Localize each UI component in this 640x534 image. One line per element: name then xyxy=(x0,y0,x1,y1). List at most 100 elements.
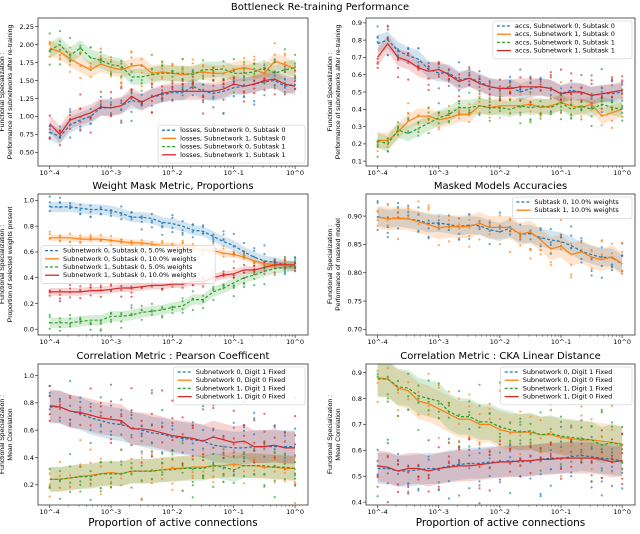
scatter-point xyxy=(417,222,420,226)
scatter-point xyxy=(99,460,102,463)
scatter-point xyxy=(539,447,542,450)
scatter-point xyxy=(150,78,153,81)
scatter-point xyxy=(427,83,430,86)
scatter-point xyxy=(120,238,123,241)
scatter-point xyxy=(427,111,430,114)
scatter-point xyxy=(140,450,143,453)
scatter-point xyxy=(509,456,512,459)
scatter-point xyxy=(386,226,389,229)
scatter-point xyxy=(570,444,573,447)
scatter-point xyxy=(263,485,266,488)
scatter-point xyxy=(529,415,532,418)
scatter-point xyxy=(488,80,491,83)
scatter-point xyxy=(69,284,72,287)
scatter-point xyxy=(294,64,297,67)
scatter-point xyxy=(386,375,389,378)
scatter-point xyxy=(191,480,194,484)
scatter-point xyxy=(539,78,542,81)
scatter-point xyxy=(437,122,440,125)
scatter-point xyxy=(232,95,235,98)
scatter-point xyxy=(610,84,614,87)
scatter-point xyxy=(130,291,133,294)
scatter-point xyxy=(427,474,430,477)
scatter-point xyxy=(161,64,164,67)
scatter-point xyxy=(150,241,153,244)
x-tick-label: 10^0 xyxy=(613,338,631,346)
scatter-point xyxy=(539,228,542,231)
scatter-point xyxy=(437,87,440,90)
scatter-point xyxy=(48,472,51,475)
scatter-point xyxy=(396,452,400,456)
scatter-point xyxy=(559,111,563,115)
scatter-point xyxy=(273,42,276,45)
scatter-point xyxy=(120,311,123,315)
scatter-point xyxy=(478,502,481,505)
scatter-point xyxy=(191,454,194,458)
scatter-point xyxy=(600,96,603,99)
scatter-point xyxy=(600,429,603,432)
scatter-point xyxy=(58,297,62,300)
scatter-point xyxy=(549,74,552,77)
scatter-point xyxy=(559,425,563,428)
y-tick-label: 0.4 xyxy=(352,106,362,114)
y-axis-label: Mean Correlation xyxy=(7,408,14,460)
scatter-point xyxy=(468,487,471,490)
y-tick-label: 0.90 xyxy=(348,212,362,220)
scatter-point xyxy=(89,131,92,134)
axes-frame xyxy=(365,193,636,336)
scatter-point xyxy=(437,73,440,76)
scatter-point xyxy=(549,430,552,434)
scatter-point xyxy=(222,480,225,483)
scatter-point xyxy=(468,235,471,238)
scatter-point xyxy=(79,203,82,206)
scatter-point xyxy=(120,205,123,208)
series-line-2 xyxy=(377,101,623,141)
scatter-point xyxy=(590,267,593,270)
scatter-point xyxy=(417,68,420,71)
scatter-point xyxy=(202,300,205,303)
y-tick-label: 0.6 xyxy=(24,427,34,435)
scatter-point xyxy=(79,107,82,110)
scatter-point xyxy=(263,430,266,433)
scatter-point xyxy=(427,476,430,479)
scatter-point xyxy=(621,92,624,95)
scatter-point xyxy=(48,114,51,117)
scatter-point xyxy=(232,426,235,429)
scatter-point xyxy=(150,309,153,312)
scatter-point xyxy=(171,98,174,101)
scatter-point xyxy=(242,424,246,427)
scatter-point xyxy=(529,454,532,457)
scatter-point xyxy=(181,286,184,289)
scatter-point xyxy=(140,82,143,85)
scatter-point xyxy=(181,471,184,474)
scatter-point xyxy=(109,289,113,293)
scatter-point xyxy=(273,273,276,276)
scatter-point xyxy=(69,108,72,111)
scatter-point xyxy=(99,493,102,496)
scatter-point xyxy=(570,475,573,478)
scatter-point xyxy=(549,241,552,244)
scatter-point xyxy=(140,71,143,74)
legend-label: Subnetwork 1, Digit 0 Fixed xyxy=(196,393,286,401)
scatter-point xyxy=(99,423,102,426)
scatter-point xyxy=(294,256,297,259)
scatter-point xyxy=(69,56,72,59)
scatter-point xyxy=(590,445,593,448)
scatter-point xyxy=(232,409,235,412)
scatter-point xyxy=(171,399,174,402)
scatter-point xyxy=(242,241,246,245)
scatter-point xyxy=(58,497,62,500)
confidence-band-4 xyxy=(377,34,623,105)
scatter-point xyxy=(263,94,266,97)
scatter-point xyxy=(529,110,532,113)
scatter-point xyxy=(181,70,184,73)
scatter-point xyxy=(498,88,501,91)
scatter-point xyxy=(498,418,501,421)
y-tick-label: 0.8 xyxy=(24,399,34,407)
scatter-point xyxy=(150,313,153,316)
scatter-point xyxy=(69,70,72,73)
scatter-point xyxy=(478,75,481,78)
scatter-point xyxy=(69,424,72,427)
